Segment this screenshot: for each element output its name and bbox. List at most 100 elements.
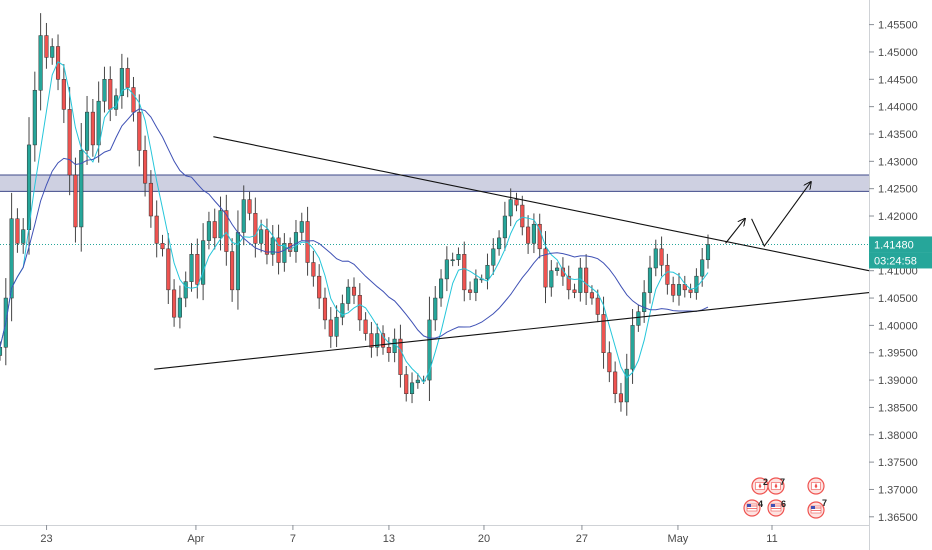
- candle-body: [50, 46, 55, 58]
- calendar-events-group-1[interactable]: 2 7 4 6: [743, 477, 786, 517]
- candle-body: [85, 111, 90, 151]
- candle-body: [624, 368, 629, 403]
- candle-body: [276, 237, 281, 263]
- candle-body: [647, 267, 653, 293]
- candle-body: [282, 243, 287, 263]
- candle-body: [9, 218, 14, 299]
- candles: [0, 13, 711, 416]
- candle-body: [32, 89, 37, 146]
- candle-body: [177, 297, 182, 318]
- candle-body: [386, 347, 391, 353]
- price-tick-label: 1.40500: [878, 293, 918, 305]
- candle-body: [241, 199, 246, 233]
- candle-body: [427, 319, 432, 381]
- last-price-label: 1.41480: [874, 239, 914, 251]
- candle-body: [497, 237, 502, 250]
- candle-body: [676, 284, 682, 296]
- price-tick-label: 1.38000: [878, 430, 918, 442]
- candle-body: [636, 311, 641, 326]
- candle-body: [520, 204, 525, 228]
- candle-body: [508, 199, 513, 217]
- candle-body: [363, 319, 368, 334]
- price-tick-label: 1.43500: [878, 129, 918, 141]
- candle-body: [90, 111, 95, 146]
- candle-body: [253, 213, 258, 244]
- candle-body: [125, 68, 130, 88]
- retest-continuation-arrow: [751, 182, 811, 248]
- candle-body: [143, 150, 148, 184]
- candle-body: [653, 248, 658, 269]
- price-tick-label: 1.39500: [878, 348, 918, 360]
- canada-flag-icon: [751, 477, 769, 495]
- time-tick-label: 11: [766, 533, 777, 545]
- candle-body: [375, 333, 380, 348]
- candle-body: [137, 111, 142, 151]
- price-tick-label: 1.43000: [878, 156, 918, 168]
- time-tick-label: Apr: [187, 533, 204, 545]
- last-price-tag: 1.41480: [869, 236, 932, 253]
- candle-body: [247, 199, 252, 214]
- candle-body: [351, 286, 357, 296]
- candle-body: [15, 218, 20, 244]
- candle-body: [439, 278, 444, 299]
- candle-body: [230, 251, 235, 291]
- candle-body: [514, 199, 519, 206]
- candle-body: [328, 319, 333, 337]
- price-tick-label: 1.42000: [878, 211, 918, 223]
- candle-body: [160, 243, 165, 250]
- time-tick-label: 27: [576, 533, 588, 545]
- countdown-tag: 03:24:58: [869, 252, 932, 269]
- moving-averages: [0, 61, 709, 384]
- candle-body: [195, 254, 200, 285]
- event-count-us-2: 6: [781, 499, 786, 509]
- candle-body: [21, 229, 26, 244]
- calendar-events-group-2[interactable]: 7: [807, 477, 827, 519]
- candle-body: [67, 109, 72, 176]
- candle-body: [526, 226, 531, 244]
- price-tick-label: 1.38500: [878, 402, 918, 414]
- candle-body: [688, 289, 693, 293]
- candle-body: [572, 289, 577, 293]
- candle-body: [601, 314, 606, 353]
- time-axis[interactable]: 23 Apr 7 13 20 27 May 11: [40, 525, 778, 545]
- candle-body: [73, 174, 78, 228]
- candle-body: [108, 79, 113, 110]
- candle-body: [0, 347, 3, 356]
- price-tick-label: 1.40000: [878, 320, 918, 332]
- candle-body: [224, 210, 229, 252]
- candle-body: [317, 275, 322, 299]
- candle-body: [369, 333, 374, 348]
- candle-body: [154, 215, 159, 244]
- candle-body: [555, 267, 560, 271]
- candle-body: [201, 240, 206, 285]
- price-tick-label: 1.39000: [878, 375, 918, 387]
- canada-flag-icon: [767, 477, 785, 495]
- candle-body: [444, 259, 449, 280]
- price-tick-label: 1.42500: [878, 184, 918, 196]
- trendlines: [154, 136, 870, 370]
- candle-body: [38, 35, 43, 91]
- projection-arrows: [725, 182, 811, 248]
- candle-body: [340, 303, 345, 318]
- price-tick-label: 1.36500: [878, 512, 918, 524]
- candle-body: [543, 248, 548, 288]
- candle-body: [148, 182, 153, 217]
- candle-body: [468, 289, 473, 293]
- candle-body: [456, 254, 461, 261]
- candle-body: [183, 281, 188, 299]
- ascending-trendline: [154, 292, 870, 370]
- descending-trendline: [213, 136, 870, 272]
- price-tick-label: 1.37500: [878, 457, 918, 469]
- candle-body: [473, 278, 478, 293]
- breakout-arrow: [725, 219, 745, 244]
- candle-body: [79, 150, 84, 228]
- candle-body: [409, 382, 415, 394]
- candle-body: [584, 267, 589, 293]
- candle-body: [293, 232, 299, 252]
- candle-body: [491, 248, 496, 266]
- candle-body: [264, 229, 270, 255]
- resistance-zone: [0, 174, 869, 245]
- candle-body: [218, 210, 223, 239]
